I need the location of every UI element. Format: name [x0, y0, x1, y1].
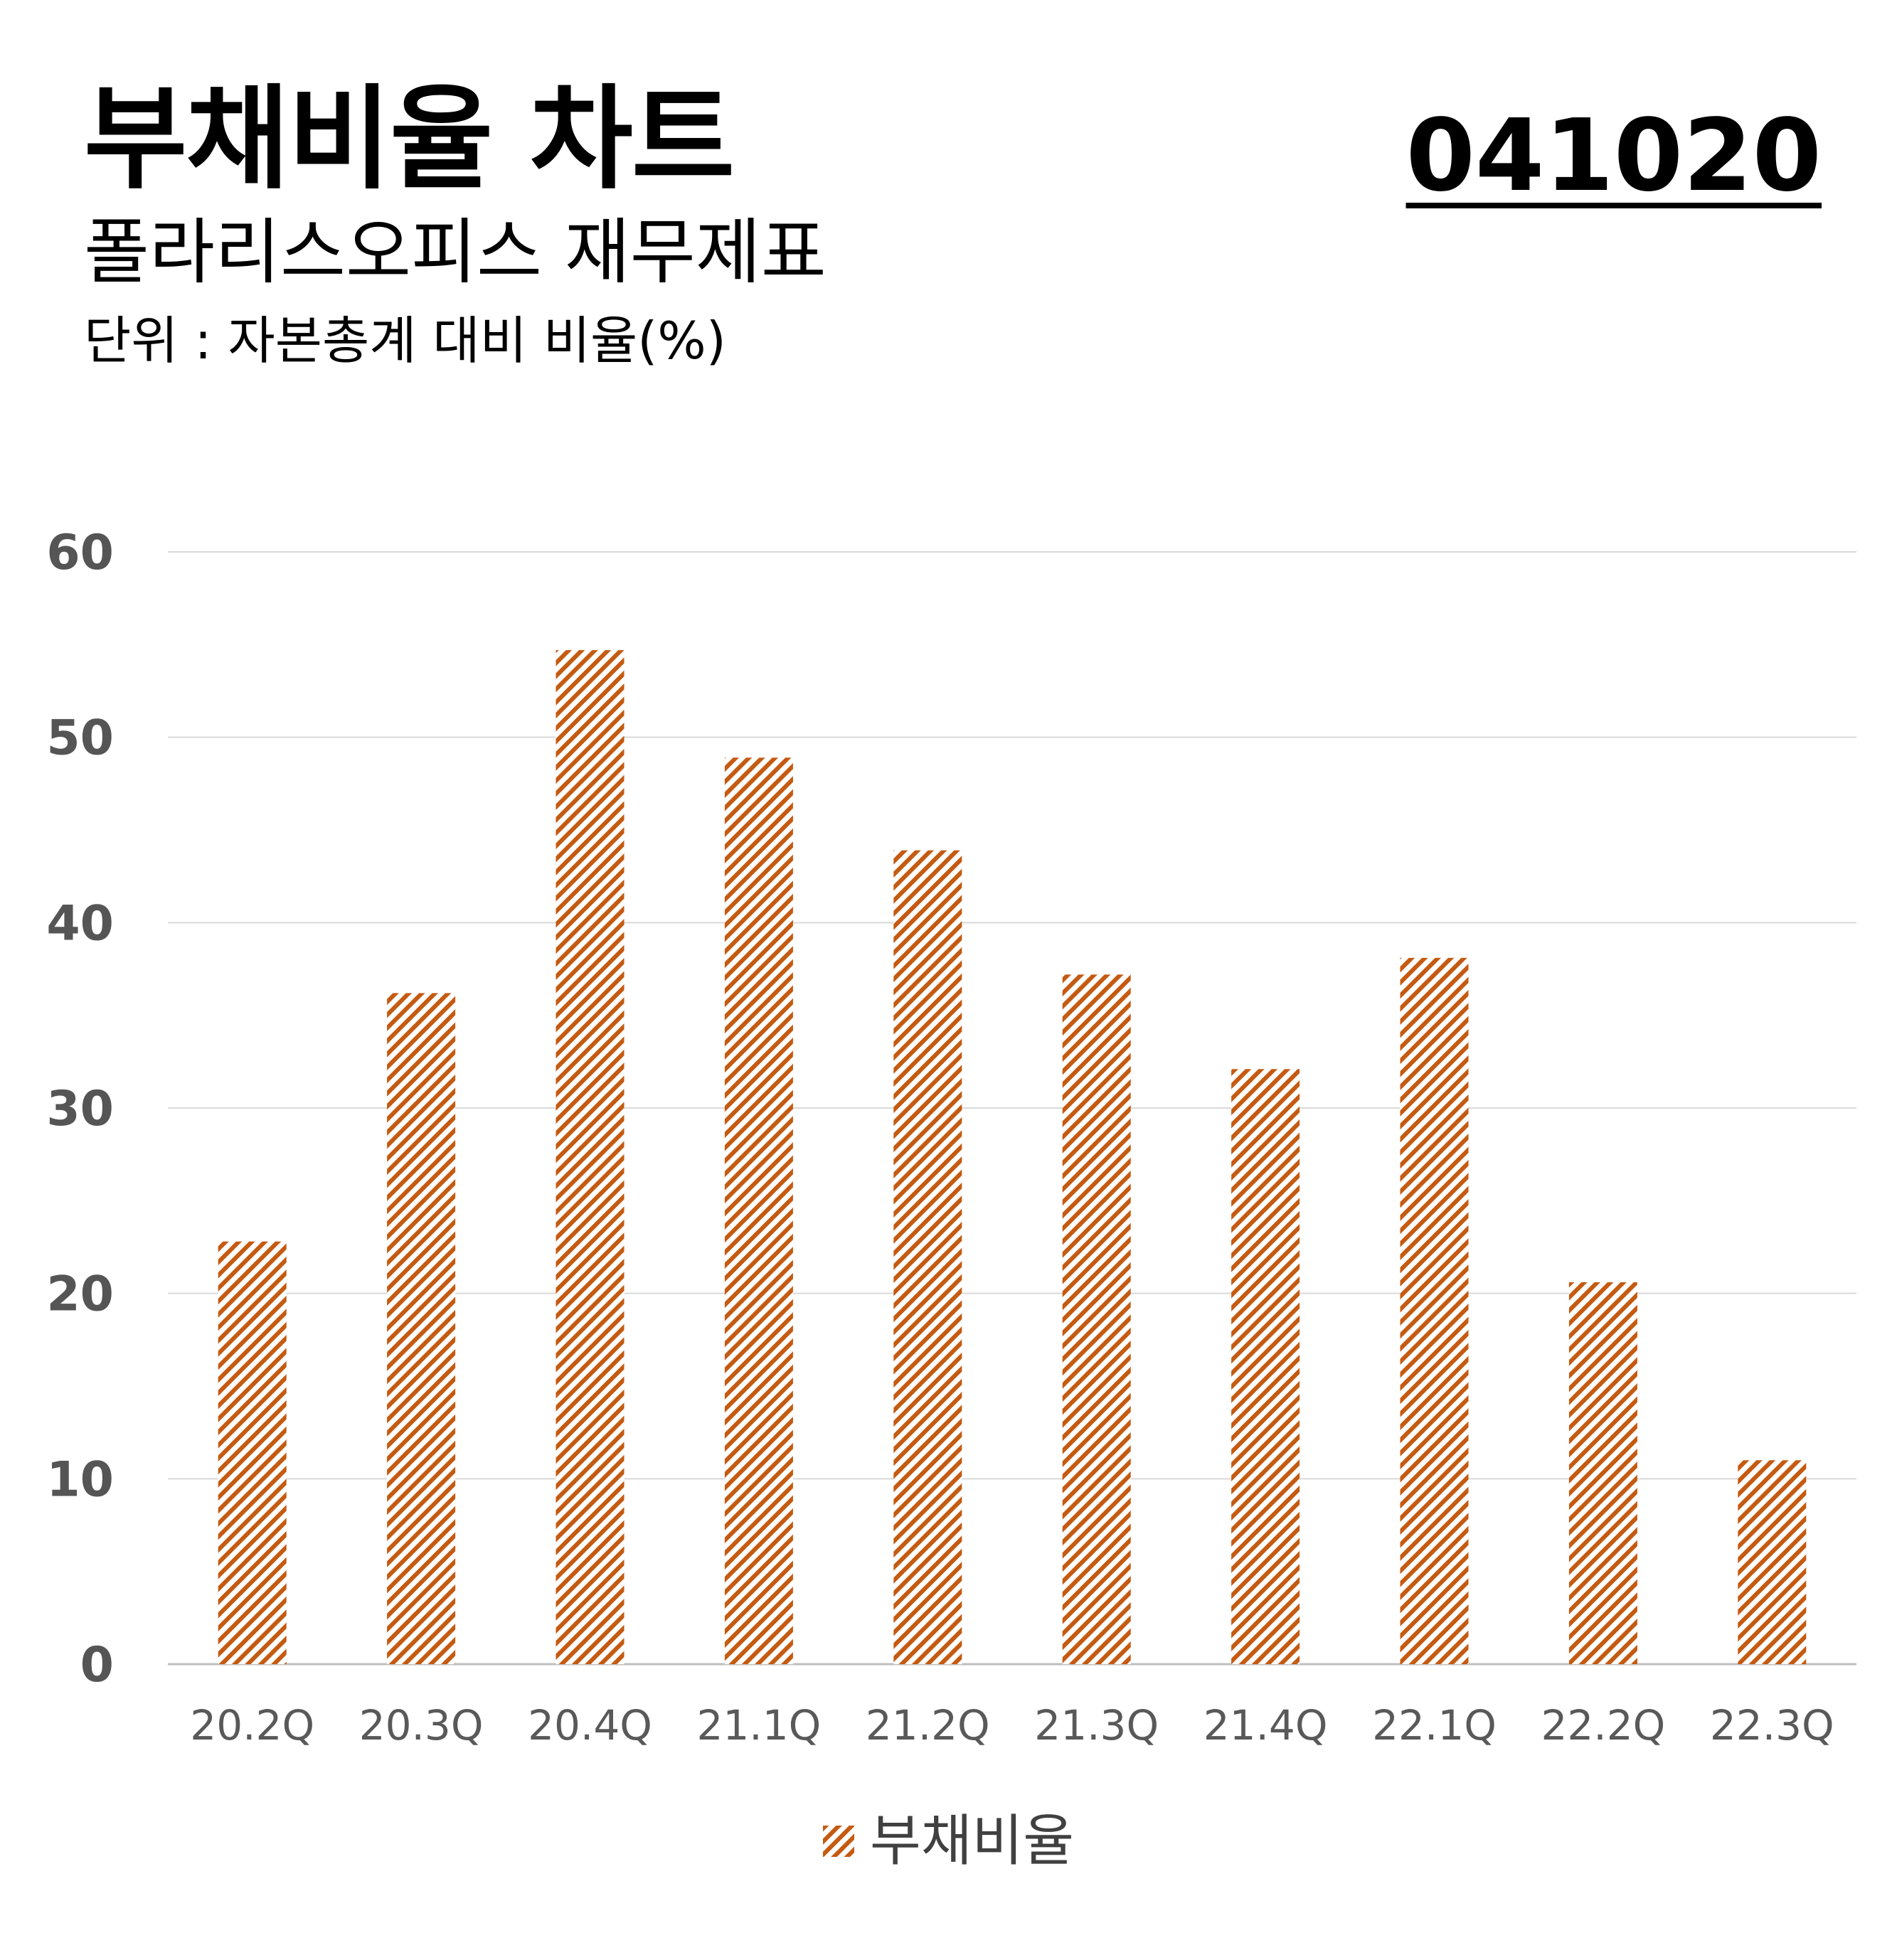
legend-label: 부채비율	[869, 1809, 1075, 1873]
unit-label: 단위 : 자본총계 대비 비율(%)	[84, 311, 726, 371]
x-tick-label: 21.1Q	[697, 1701, 822, 1749]
y-tick-label: 30	[46, 1081, 114, 1137]
x-tick-label: 20.2Q	[190, 1701, 314, 1749]
bar-22.3Q	[1738, 1460, 1807, 1664]
x-tick-label: 20.3Q	[359, 1701, 484, 1749]
y-tick-label: 60	[46, 525, 114, 581]
x-tick-label: 22.3Q	[1710, 1701, 1834, 1749]
bar-20.2Q	[218, 1241, 287, 1664]
y-tick-label: 20	[46, 1267, 114, 1323]
bar-22.2Q	[1568, 1282, 1637, 1664]
legend: 부채비율	[0, 1813, 1897, 1869]
bar-22.1Q	[1400, 957, 1469, 1664]
y-tick-label: 0	[80, 1637, 114, 1693]
legend-swatch	[822, 1826, 854, 1857]
y-tick-label: 10	[46, 1452, 114, 1508]
bar-21.2Q	[893, 850, 962, 1664]
x-tick-label: 21.3Q	[1034, 1701, 1159, 1749]
bar-20.3Q	[387, 993, 456, 1664]
y-tick-label: 40	[46, 895, 114, 952]
x-tick-label: 22.1Q	[1372, 1701, 1497, 1749]
y-tick-label: 50	[46, 710, 114, 767]
stock-code: 041020	[1406, 98, 1822, 214]
x-tick-label: 20.4Q	[528, 1701, 652, 1749]
x-axis-ticks: 20.2Q 20.3Q 20.4Q 21.1Q 21.2Q 21.3Q 21.4Q 22.1Q…	[190, 1701, 1834, 1749]
chart-subtitle: 폴라리스오피스 재무제표	[84, 211, 827, 294]
bar-20.4Q	[556, 650, 625, 1664]
x-tick-label: 22.2Q	[1541, 1701, 1666, 1749]
bars	[218, 650, 1807, 1664]
bar-21.1Q	[724, 757, 793, 1664]
x-tick-label: 21.2Q	[866, 1701, 990, 1749]
chart-title: 부채비율 차트	[84, 74, 735, 205]
y-axis-ticks: 0 10 20 30 40 50 60	[46, 525, 114, 1693]
bar-21.4Q	[1231, 1069, 1300, 1664]
x-tick-label: 21.4Q	[1203, 1701, 1328, 1749]
bar-21.3Q	[1062, 974, 1131, 1664]
